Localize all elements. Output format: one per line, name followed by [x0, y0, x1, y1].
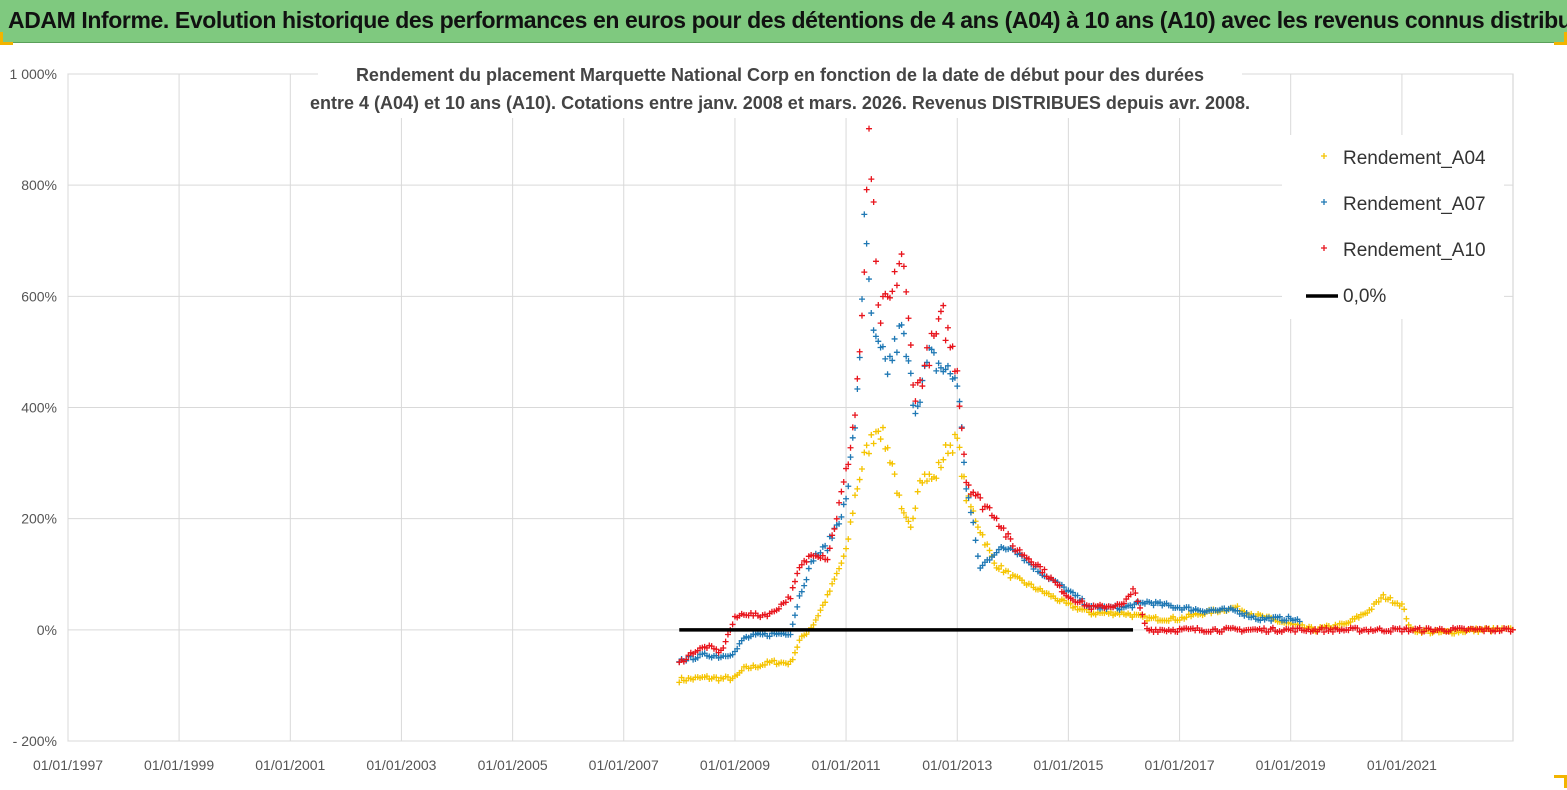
corner-mark-top-left [0, 32, 13, 45]
legend-label: Rendement_A10 [1343, 240, 1486, 261]
legend: Rendement_A04 Rendement_A07 Rendement_A10 0… [1282, 135, 1504, 319]
chart-title: Rendement du placement Marquette Nationa… [310, 56, 1250, 118]
x-tick-label: 01/01/2021 [1367, 757, 1437, 773]
legend-item: 0,0% [1306, 286, 1386, 307]
x-tick-label: 01/01/2017 [1145, 757, 1215, 773]
x-tick-label: 01/01/2019 [1256, 757, 1326, 773]
legend-label: 0,0% [1343, 286, 1386, 307]
y-tick-label: 400% [21, 400, 57, 416]
x-tick-label: 01/01/1999 [144, 757, 214, 773]
y-tick-label: 600% [21, 288, 57, 304]
corner-mark-bottom-right [1554, 775, 1567, 788]
legend-label: Rendement_A04 [1343, 148, 1486, 169]
x-tick-label: 01/01/2011 [812, 757, 881, 773]
series-rendement-a07 [676, 211, 1303, 665]
chart-title-line-2: entre 4 (A04) et 10 ans (A10). Cotations… [310, 93, 1250, 113]
x-tick-label: 01/01/2005 [478, 757, 548, 773]
x-tick-label: 01/01/1997 [33, 757, 103, 773]
header-banner: ADAM Informe. Evolution historique des p… [0, 0, 1567, 43]
legend-box [1282, 135, 1504, 319]
x-tick-label: 01/01/2007 [589, 757, 659, 773]
legend-item: Rendement_A07 [1321, 194, 1486, 215]
legend-label: Rendement_A07 [1343, 194, 1486, 215]
data-marks [676, 125, 1516, 686]
x-tick-label: 01/01/2003 [366, 757, 436, 773]
x-tick-label: 01/01/2013 [922, 757, 992, 773]
x-tick-label: 01/01/2015 [1033, 757, 1103, 773]
y-tick-label: 0% [37, 622, 57, 638]
x-tick-label: 01/01/2001 [255, 757, 325, 773]
series-rendement-a10 [676, 125, 1516, 666]
axes: 01/01/1997 01/01/1999 01/01/2001 01/01/2003… [10, 66, 1438, 773]
y-tick-label: 200% [21, 511, 57, 527]
legend-item: Rendement_A10 [1321, 240, 1486, 261]
corner-mark-top-right [1554, 32, 1567, 45]
legend-item: Rendement_A04 [1321, 148, 1486, 169]
y-tick-label: - 200% [13, 733, 57, 749]
page-title: ADAM Informe. Evolution historique des p… [8, 7, 1567, 33]
series-rendement-a04 [676, 424, 1516, 686]
x-tick-label: 01/01/2009 [700, 757, 770, 773]
y-tick-label: 1 000% [10, 66, 57, 82]
chart-title-line-1: Rendement du placement Marquette Nationa… [356, 65, 1204, 85]
y-tick-label: 800% [21, 177, 57, 193]
